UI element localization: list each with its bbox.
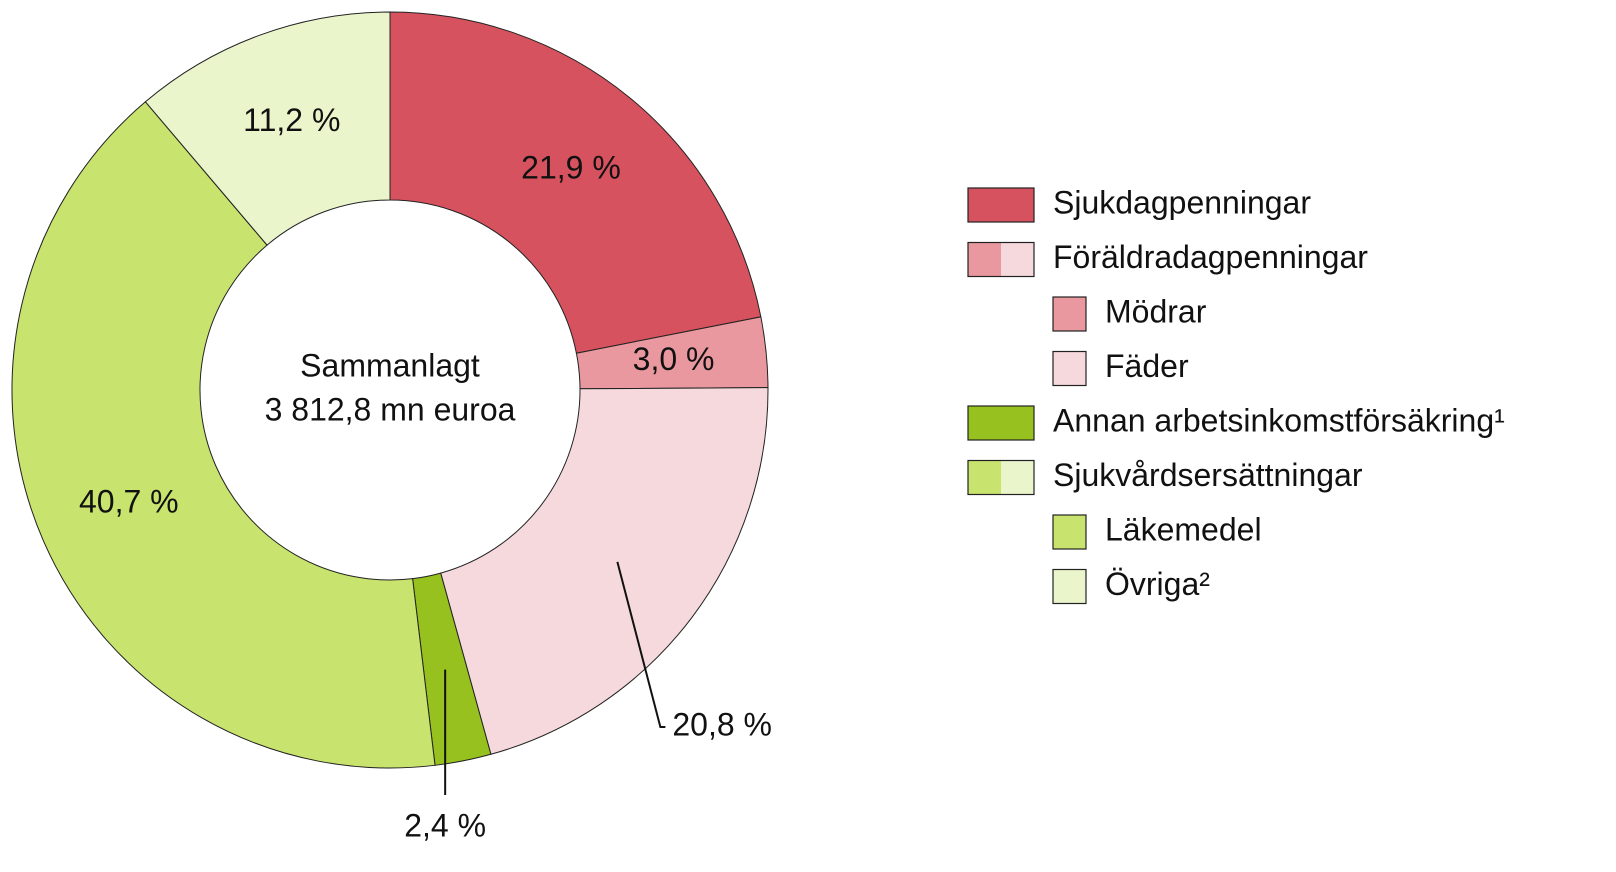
slice xyxy=(440,387,769,755)
legend-swatch xyxy=(968,188,1034,222)
center-label: Sammanlagt xyxy=(300,347,480,383)
legend-swatch xyxy=(1053,569,1086,604)
legend-swatch xyxy=(1001,242,1034,277)
legend-swatch-border xyxy=(1052,350,1087,387)
legend-label: Läkemedel xyxy=(1105,511,1262,547)
value-label: 2,4 % xyxy=(404,807,486,843)
donut xyxy=(11,11,769,769)
legend-swatch xyxy=(968,242,1001,277)
legend-label: Annan arbetsinkomstförsäkring¹ xyxy=(1053,402,1505,438)
legend-swatch-border xyxy=(967,241,1035,278)
slice xyxy=(144,11,391,246)
legend-label: Fäder xyxy=(1105,348,1189,384)
legend-swatch xyxy=(968,406,1034,440)
legend-group: Sjukvårdsersättningar xyxy=(1053,457,1363,493)
value-label: 40,7 % xyxy=(79,483,179,519)
slice xyxy=(11,101,436,769)
value-label: 20,8 % xyxy=(672,706,772,742)
value-label: 21,9 % xyxy=(521,149,621,185)
legend-swatch xyxy=(1053,351,1086,386)
slice xyxy=(389,11,762,354)
legend-swatch-border xyxy=(1052,514,1087,550)
value-label: 3,0 % xyxy=(633,341,715,377)
legend-swatch xyxy=(1053,515,1086,549)
value-label: 11,2 % xyxy=(243,102,340,138)
legend-label: Övriga² xyxy=(1105,566,1210,602)
legend-swatch-border xyxy=(967,405,1035,441)
legend-label: Mödrar xyxy=(1105,293,1207,329)
legend-swatch xyxy=(1001,460,1034,495)
legend-label: Sjukdagpenningar xyxy=(1053,184,1311,220)
leader-line xyxy=(616,561,666,728)
legend-swatch-border xyxy=(1052,296,1087,332)
legend-swatch xyxy=(968,460,1001,495)
legend-swatch-border xyxy=(967,187,1035,223)
legend-swatch-border xyxy=(967,459,1035,496)
legend-swatch-border xyxy=(1052,568,1087,605)
center-label: 3 812,8 mn euroa xyxy=(265,391,516,427)
legend-swatch xyxy=(1053,297,1086,331)
legend-group: Föräldradagpenningar xyxy=(1053,239,1368,275)
